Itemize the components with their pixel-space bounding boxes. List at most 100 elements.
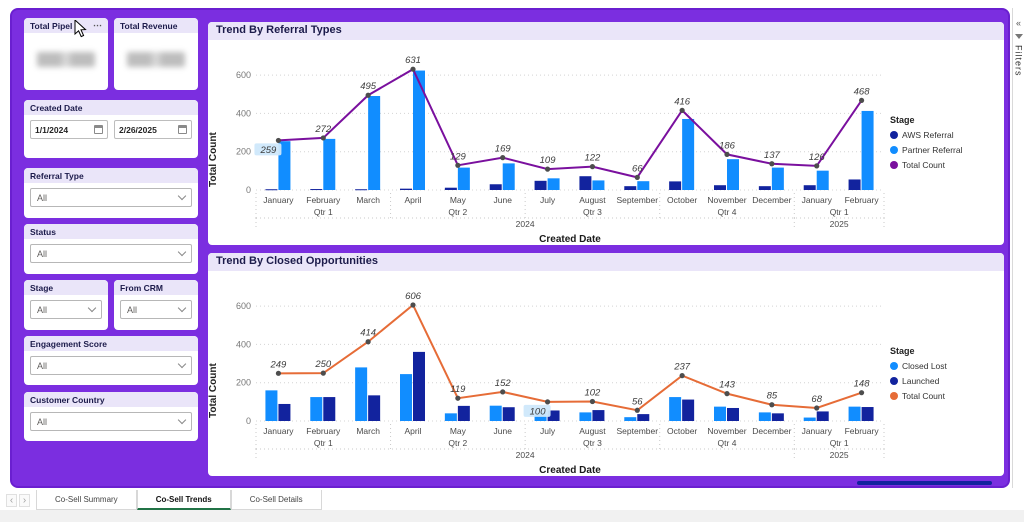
legend-dot-icon	[890, 146, 898, 154]
svg-text:272: 272	[314, 124, 332, 135]
chart-legend: Stage Closed Lost Launched Total Count	[890, 271, 990, 476]
svg-text:102: 102	[584, 387, 601, 398]
svg-text:Qtr 1: Qtr 1	[314, 207, 333, 217]
svg-text:Qtr 1: Qtr 1	[314, 438, 333, 448]
svg-text:109: 109	[540, 155, 557, 166]
filter-card-from-crm: From CRM All	[112, 278, 200, 332]
kpi-title-total-revenue: Total Revenue	[120, 20, 178, 31]
legend-dot-icon	[890, 377, 898, 385]
chart-legend: Stage AWS Referral Partner Referral Total C…	[890, 40, 990, 245]
chevron-down-icon	[177, 359, 187, 369]
svg-text:100: 100	[530, 406, 547, 417]
svg-text:Qtr 1: Qtr 1	[830, 438, 849, 448]
tab-co-sell-trends[interactable]: Co-Sell Trends	[136, 490, 231, 510]
kpi-card-total-pipeline: Total Pipel ⋯	[22, 16, 110, 92]
svg-text:249: 249	[269, 359, 287, 370]
tab-co-sell-summary[interactable]: Co-Sell Summary	[36, 490, 137, 510]
svg-text:122: 122	[584, 153, 601, 164]
svg-text:April: April	[404, 195, 421, 205]
legend-dot-icon	[890, 131, 898, 139]
svg-text:March: March	[356, 195, 380, 205]
page-tab-bar: ‹ › Co-Sell Summary Co-Sell Trends Co-Se…	[0, 490, 1024, 510]
stage-dropdown[interactable]: All	[30, 300, 102, 319]
expand-pane-icon[interactable]: «	[1015, 18, 1021, 28]
svg-text:129: 129	[450, 151, 467, 162]
svg-text:September: September	[616, 195, 658, 205]
svg-text:2025: 2025	[830, 450, 849, 460]
filter-label-stage: Stage	[30, 282, 54, 293]
kpi-value-blurred	[127, 52, 185, 67]
from-crm-dropdown[interactable]: All	[120, 300, 192, 319]
engagement-score-dropdown[interactable]: All	[30, 356, 192, 375]
svg-text:August: August	[579, 195, 606, 205]
chevron-down-icon	[177, 415, 187, 425]
svg-text:January: January	[263, 195, 294, 205]
status-strip	[0, 510, 1024, 522]
referral-types-plot[interactable]: 0 200 400 600 259 272 495 631 129 169 109 122 66 416 1…	[224, 40, 890, 245]
filter-label-status: Status	[30, 226, 56, 237]
svg-text:January: January	[802, 426, 833, 436]
date-end-input[interactable]: 2/26/2025	[114, 120, 192, 139]
svg-text:2024: 2024	[516, 450, 535, 460]
kpi-card-total-revenue: Total Revenue	[112, 16, 200, 92]
dashboard-canvas: Total Pipel ⋯ Total Revenue Created Date…	[10, 8, 1010, 488]
svg-text:0: 0	[246, 416, 251, 426]
filter-label-engagement-score: Engagement Score	[30, 338, 107, 349]
svg-text:Qtr 1: Qtr 1	[830, 207, 849, 217]
svg-text:2025: 2025	[830, 219, 849, 229]
svg-text:Qtr 2: Qtr 2	[448, 438, 467, 448]
svg-text:Qtr 3: Qtr 3	[583, 438, 602, 448]
svg-text:143: 143	[719, 380, 736, 391]
svg-text:May: May	[450, 195, 467, 205]
y-axis-title: Total Count	[208, 132, 219, 187]
svg-text:Qtr 4: Qtr 4	[718, 207, 737, 217]
date-start-input[interactable]: 1/1/2024	[30, 120, 108, 139]
referral-type-dropdown[interactable]: All	[30, 188, 192, 207]
svg-text:Created Date: Created Date	[539, 234, 601, 245]
next-page-button[interactable]: ›	[19, 493, 30, 507]
svg-text:June: June	[493, 195, 512, 205]
customer-country-dropdown[interactable]: All	[30, 412, 192, 431]
legend-item[interactable]: AWS Referral	[890, 130, 986, 140]
closed-opportunities-plot[interactable]: 0 200 400 600 249 250 414 606 119 152 100 102 56 237 1…	[224, 271, 890, 476]
chart-title-referral-types: Trend By Referral Types	[208, 22, 1004, 40]
svg-text:July: July	[540, 426, 556, 436]
svg-text:February: February	[306, 426, 341, 436]
legend-dot-icon	[890, 362, 898, 370]
legend-item[interactable]: Total Count	[890, 391, 986, 401]
svg-text:0: 0	[246, 185, 251, 195]
svg-text:56: 56	[632, 396, 643, 407]
tab-co-sell-details[interactable]: Co-Sell Details	[230, 490, 322, 510]
chevron-down-icon	[177, 303, 187, 313]
svg-text:August: August	[579, 426, 606, 436]
status-dropdown[interactable]: All	[30, 244, 192, 263]
legend-title: Stage	[890, 346, 915, 356]
svg-text:Qtr 4: Qtr 4	[718, 438, 737, 448]
svg-text:237: 237	[673, 362, 691, 373]
horizontal-scrollbar[interactable]	[857, 481, 992, 485]
svg-text:September: September	[616, 426, 658, 436]
y-axis-title: Total Count	[208, 363, 219, 418]
legend-dot-icon	[890, 392, 898, 400]
chevron-down-icon	[177, 191, 187, 201]
svg-text:148: 148	[854, 379, 871, 390]
filters-pane-collapsed: « Filters	[1012, 8, 1024, 488]
legend-item[interactable]: Partner Referral	[890, 145, 986, 155]
filter-card-status: Status All	[22, 222, 200, 276]
filter-card-customer-country: Customer Country All	[22, 390, 200, 443]
filter-label-customer-country: Customer Country	[30, 394, 105, 405]
svg-text:495: 495	[360, 81, 377, 92]
svg-text:October: October	[667, 426, 697, 436]
more-options-icon[interactable]: ⋯	[93, 20, 102, 30]
filter-card-stage: Stage All	[22, 278, 110, 332]
legend-item[interactable]: Closed Lost	[890, 361, 986, 371]
svg-text:November: November	[707, 426, 746, 436]
svg-text:259: 259	[259, 145, 277, 156]
prev-page-button[interactable]: ‹	[6, 493, 17, 507]
svg-text:January: January	[802, 195, 833, 205]
legend-item[interactable]: Total Count	[890, 160, 986, 170]
svg-text:68: 68	[811, 394, 822, 405]
legend-item[interactable]: Launched	[890, 376, 986, 386]
svg-text:Created Date: Created Date	[539, 465, 601, 476]
